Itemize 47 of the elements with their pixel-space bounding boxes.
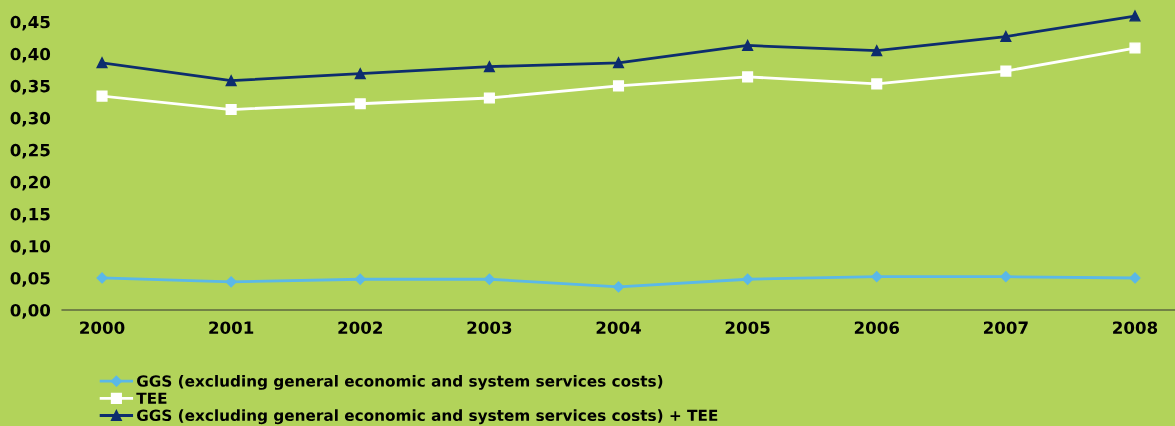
point bbox=[742, 273, 754, 285]
point bbox=[871, 45, 883, 57]
y-tick-label: 0,30 bbox=[10, 111, 51, 127]
point bbox=[1000, 65, 1012, 77]
x-tick-label: 2000 bbox=[80, 321, 125, 335]
point bbox=[742, 71, 754, 83]
point bbox=[871, 78, 883, 90]
y-tick-label: 0,10 bbox=[10, 239, 51, 255]
x-tick-label: 2005 bbox=[725, 321, 770, 335]
y-tick-label: 0,45 bbox=[10, 15, 50, 31]
y-tick-label: 0,05 bbox=[10, 271, 50, 287]
point bbox=[742, 39, 754, 52]
point bbox=[354, 68, 366, 80]
y-tick-label: 0,15 bbox=[10, 207, 50, 223]
point bbox=[96, 90, 108, 102]
x-tick-label: 2007 bbox=[983, 321, 1028, 335]
y-tick-label: 0,40 bbox=[10, 47, 51, 63]
legend-label: GGS (excluding general economic and system services costs) + TEE bbox=[137, 409, 718, 425]
point bbox=[225, 75, 237, 87]
point bbox=[612, 57, 625, 69]
legend-label: GGS (excluding general economic and system services costs) bbox=[137, 374, 663, 390]
x-tick-label: 2004 bbox=[596, 321, 641, 335]
point bbox=[1000, 30, 1012, 43]
point bbox=[483, 273, 495, 285]
point bbox=[354, 273, 366, 285]
point bbox=[483, 92, 495, 104]
y-tick-label: 0,35 bbox=[10, 79, 50, 95]
point bbox=[96, 57, 108, 69]
point bbox=[225, 103, 237, 116]
point bbox=[871, 271, 883, 283]
legend-label: TEE bbox=[136, 392, 167, 404]
point bbox=[612, 80, 625, 92]
point bbox=[1000, 271, 1012, 283]
point bbox=[225, 276, 237, 288]
x-tick-label: 2001 bbox=[209, 321, 254, 335]
y-tick-label: 0,00 bbox=[10, 303, 51, 319]
point bbox=[1129, 10, 1141, 22]
point bbox=[612, 281, 625, 293]
point bbox=[1129, 42, 1141, 54]
x-tick-label: 2002 bbox=[338, 321, 383, 335]
point bbox=[483, 61, 495, 73]
y-tick-label: 0,20 bbox=[10, 175, 51, 191]
x-tick-label: 2003 bbox=[467, 321, 512, 335]
point bbox=[354, 98, 366, 110]
y-tick-label: 0,25 bbox=[10, 143, 50, 159]
x-tick-label: 2006 bbox=[854, 321, 900, 335]
x-tick-label: 2008 bbox=[1113, 321, 1158, 335]
